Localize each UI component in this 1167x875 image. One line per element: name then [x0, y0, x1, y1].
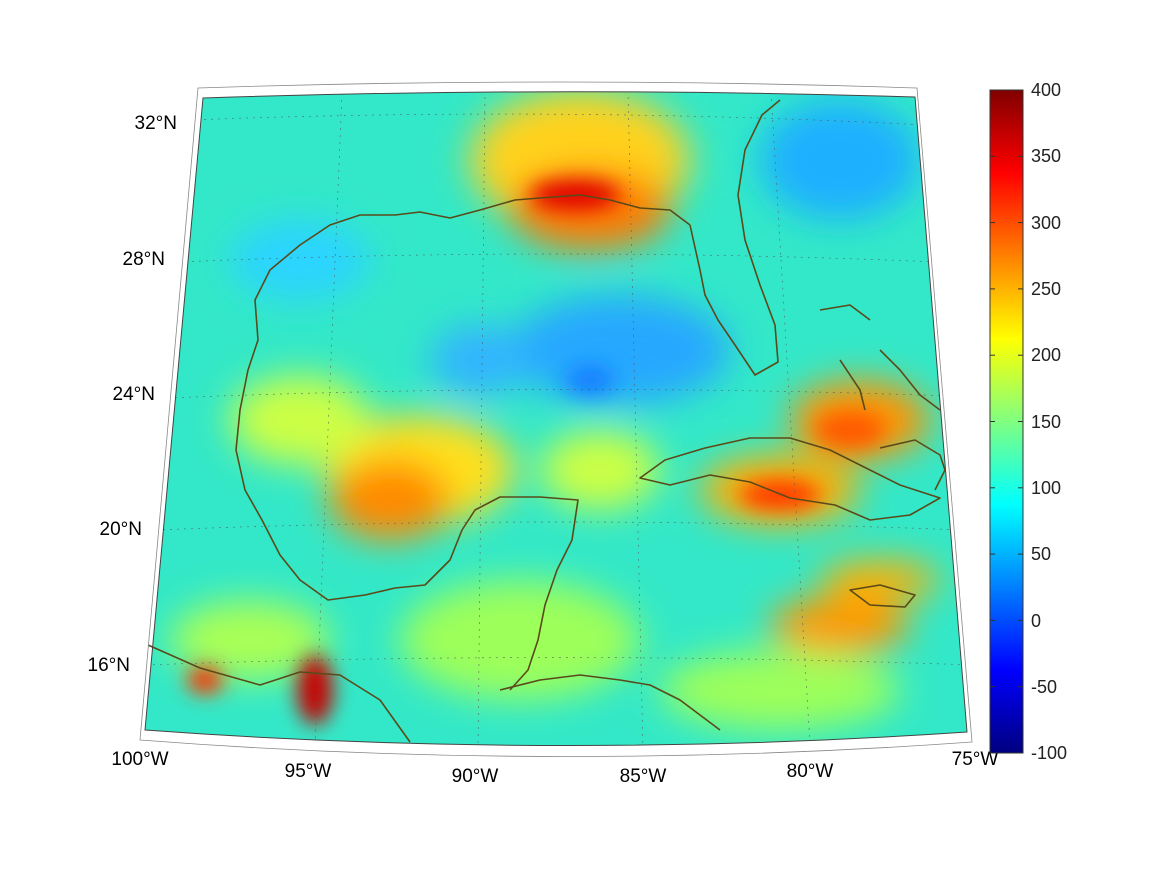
gulf-coastline	[235, 194, 691, 691]
colorbar-label-300: 300	[1031, 213, 1061, 233]
colorbar: 400 350 300 250 200 150 100 50 0 -50 -10…	[989, 80, 1067, 763]
parallel-16n	[145, 657, 967, 666]
colorbar-label-50: 50	[1031, 544, 1051, 564]
data-field	[145, 91, 967, 746]
colorbar-label-0: 0	[1031, 611, 1041, 631]
cuba-coastline	[639, 437, 941, 521]
colorbar-label-350: 350	[1031, 146, 1061, 166]
lon-label-90w: 90°W	[452, 766, 499, 787]
jamaica-coastline	[849, 584, 916, 608]
lat-label-28n: 28°N	[123, 249, 165, 270]
lat-label-20n: 20°N	[100, 519, 142, 540]
lat-label-16n: 16°N	[88, 655, 130, 676]
colorbar-label-neg100: -100	[1031, 743, 1067, 763]
colorbar-label-400: 400	[1031, 80, 1061, 100]
hispaniola-coastline	[879, 439, 946, 491]
central-america-coastline	[147, 644, 411, 743]
parallel-32n	[189, 113, 926, 126]
parallel-28n	[177, 253, 939, 263]
lon-label-85w: 85°W	[620, 766, 667, 787]
lon-label-75w: 75°W	[952, 749, 999, 770]
lon-label-100w: 100°W	[111, 749, 168, 770]
lat-label-24n: 24°N	[113, 384, 155, 405]
map-frame	[139, 81, 973, 757]
florida-coastline	[689, 99, 781, 376]
colorbar-label-150: 150	[1031, 412, 1061, 432]
lat-label-32n: 32°N	[135, 113, 177, 134]
colorbar-tick-labels: 400 350 300 250 200 150 100 50 0 -50 -10…	[1031, 80, 1067, 763]
colorbar-label-neg50: -50	[1031, 677, 1057, 697]
graticule	[145, 91, 967, 746]
bahamas-coastline	[819, 304, 941, 411]
honduras-coastline	[499, 674, 721, 731]
coastlines	[147, 99, 946, 743]
latitude-axis: 16°N 20°N 24°N 28°N 32°N	[88, 113, 177, 676]
colorbar-label-100: 100	[1031, 478, 1061, 498]
colorbar-label-250: 250	[1031, 279, 1061, 299]
lon-label-95w: 95°W	[285, 761, 332, 782]
colorbar-label-200: 200	[1031, 345, 1061, 365]
longitude-axis: 100°W 95°W 90°W 85°W 80°W 75°W	[111, 749, 998, 787]
colorbar-ticks	[990, 89, 1023, 754]
lon-label-80w: 80°W	[787, 761, 834, 782]
